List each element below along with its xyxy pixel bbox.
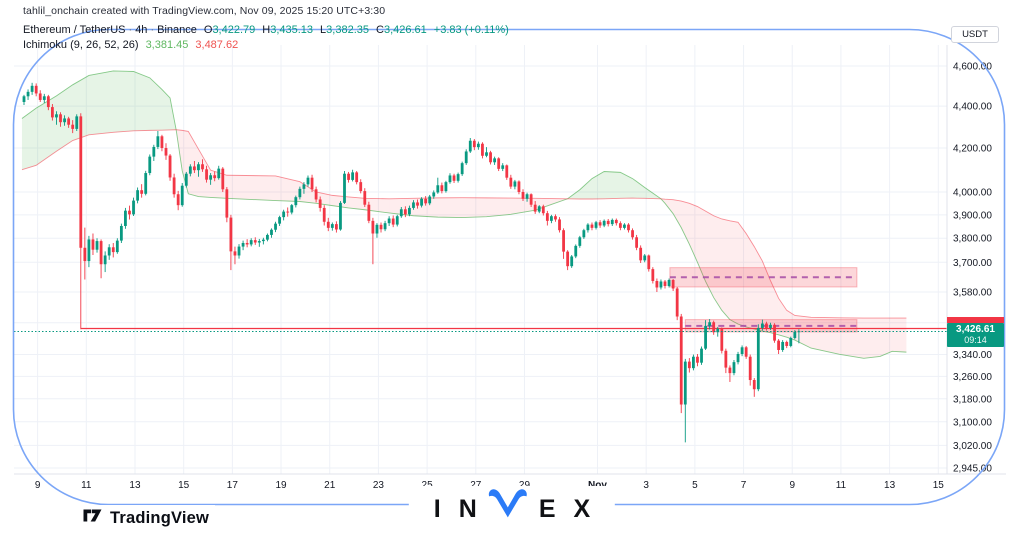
price-axis[interactable] — [947, 45, 1024, 474]
watermark-text: tahlil_onchain created with TradingView.… — [23, 5, 386, 17]
open-label: O — [203, 24, 213, 36]
svg-text:9: 9 — [789, 480, 795, 491]
currency-toggle-button[interactable]: USDT — [951, 26, 999, 43]
ray-price-axis-label — [947, 317, 1004, 323]
indicator-title[interactable]: Ichimoku (9, 26, 52, 26) — [23, 39, 139, 51]
svg-text:Nov: Nov — [588, 480, 607, 491]
svg-text:3: 3 — [643, 480, 649, 491]
svg-text:19: 19 — [275, 480, 287, 491]
open-value: 3,422.79 — [212, 24, 256, 36]
interval-label[interactable]: 4h — [135, 24, 148, 36]
invex-letter-i: I — [433, 495, 441, 523]
senkou-a-value: 3,381.45 — [145, 39, 189, 51]
svg-text:7: 7 — [741, 480, 747, 491]
svg-text:3,800.00: 3,800.00 — [953, 234, 992, 245]
invex-bull-v-icon — [488, 481, 528, 528]
svg-text:4,600.00: 4,600.00 — [953, 62, 992, 73]
change-value: +3.83 (+0.11%) — [433, 24, 509, 36]
exchange-label: Binance — [157, 24, 197, 36]
svg-text:2,945.00: 2,945.00 — [953, 464, 992, 475]
tradingview-wordmark: TradingView — [110, 508, 210, 527]
senkou-b-value: 3,487.62 — [195, 39, 239, 51]
svg-text:3,580.00: 3,580.00 — [953, 288, 992, 299]
svg-text:3,100.00: 3,100.00 — [953, 417, 992, 428]
high-value: 3,435.13 — [270, 24, 314, 36]
svg-text:9: 9 — [35, 480, 41, 491]
candle-countdown: 09:14 — [964, 335, 987, 345]
close-value: 3,426.61 — [383, 24, 427, 36]
svg-text:11: 11 — [836, 480, 847, 491]
low-value: 3,382.35 — [326, 24, 369, 36]
svg-text:13: 13 — [129, 480, 141, 491]
invex-letter-e: E — [538, 495, 556, 523]
svg-text:15: 15 — [178, 480, 190, 491]
low-label: L — [320, 24, 327, 36]
svg-text:25: 25 — [422, 480, 434, 491]
svg-text:5: 5 — [692, 480, 698, 491]
svg-text:4,000.00: 4,000.00 — [953, 187, 992, 198]
svg-text:15: 15 — [933, 480, 945, 491]
close-label: C — [376, 24, 384, 36]
svg-text:11: 11 — [81, 480, 92, 491]
svg-text:17: 17 — [227, 480, 239, 491]
svg-text:21: 21 — [324, 480, 336, 491]
legend: Ethereum / TetherUS · 4h · Binance O3,422.79 H… — [23, 23, 509, 53]
svg-text:3,180.00: 3,180.00 — [953, 394, 992, 405]
svg-text:3,900.00: 3,900.00 — [953, 210, 992, 221]
invex-letter-x: X — [573, 495, 591, 523]
tradingview-icon — [82, 505, 103, 531]
svg-text:3,700.00: 3,700.00 — [953, 258, 992, 269]
last-price-value: 3,426.61 — [956, 324, 995, 335]
svg-text:4,200.00: 4,200.00 — [953, 144, 992, 155]
symbol-name[interactable]: Ethereum / TetherUS — [23, 24, 126, 36]
svg-text:3,020.00: 3,020.00 — [953, 441, 992, 452]
svg-text:29: 29 — [519, 480, 531, 491]
tradingview-logo[interactable]: TradingView — [76, 505, 216, 531]
invex-logo: I N E X — [408, 486, 616, 532]
last-price-badge: 3,426.61 09:14 — [947, 323, 1004, 347]
svg-text:27: 27 — [470, 480, 482, 491]
legend-indicator-row: Ichimoku (9, 26, 52, 26) 3,381.45 3,487.62 — [23, 38, 509, 53]
svg-text:4,400.00: 4,400.00 — [953, 102, 992, 113]
legend-symbol-row: Ethereum / TetherUS · 4h · Binance O3,422.79 H… — [23, 24, 509, 36]
svg-text:23: 23 — [373, 480, 385, 491]
high-label: H — [262, 24, 271, 36]
invex-letter-n: N — [458, 495, 477, 523]
svg-text:13: 13 — [884, 480, 896, 491]
svg-text:3,340.00: 3,340.00 — [953, 350, 992, 361]
svg-text:3,260.00: 3,260.00 — [953, 372, 992, 383]
